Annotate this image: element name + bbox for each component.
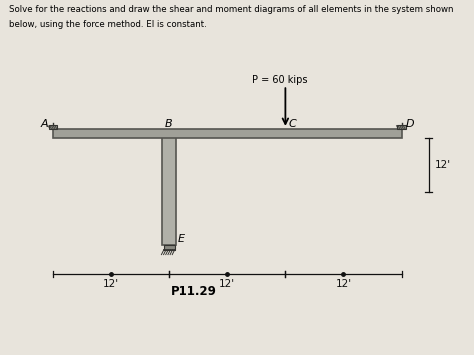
Text: B: B: [164, 119, 172, 129]
Text: 12': 12': [219, 279, 236, 289]
Text: 12': 12': [336, 279, 352, 289]
Polygon shape: [49, 125, 57, 129]
Text: 12': 12': [103, 279, 119, 289]
Text: Solve for the reactions and draw the shear and moment diagrams of all elements i: Solve for the reactions and draw the she…: [9, 5, 454, 14]
Text: P = 60 kips: P = 60 kips: [252, 75, 307, 85]
Polygon shape: [164, 245, 175, 250]
Text: P11.29: P11.29: [171, 285, 217, 298]
Text: D: D: [405, 119, 414, 129]
Text: E: E: [178, 234, 185, 244]
Text: 12': 12': [434, 160, 451, 170]
Text: C: C: [288, 119, 296, 129]
Text: A: A: [41, 119, 48, 129]
Polygon shape: [53, 129, 401, 138]
Polygon shape: [397, 125, 406, 129]
Polygon shape: [163, 133, 176, 245]
Text: below, using the force method. EI is constant.: below, using the force method. EI is con…: [9, 20, 207, 28]
